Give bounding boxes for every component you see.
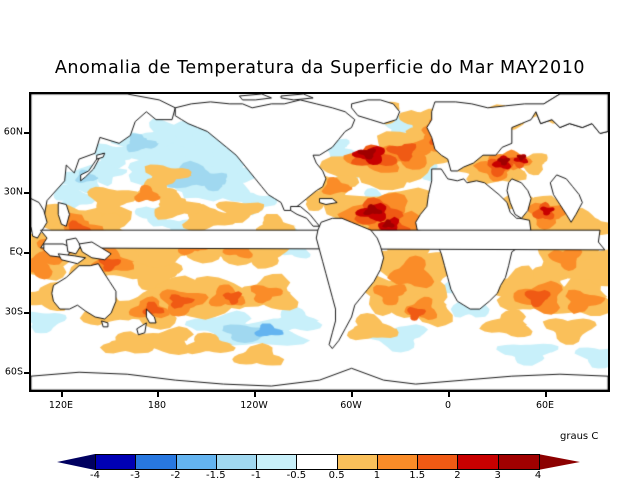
colorbar-cell-9	[418, 455, 459, 469]
y-axis-label-30n: 30N	[3, 186, 23, 198]
colorbar-tick-label-1: -3	[130, 470, 141, 481]
x-axis-label-60e: 60E	[535, 400, 555, 411]
colorbar-cell-1	[96, 455, 137, 469]
colorbar-cell-3	[176, 455, 217, 469]
x-axis-label-60w: 60W	[340, 400, 362, 411]
colorbar-tick-label-11: 4	[534, 470, 542, 481]
colorbar-tick-label-9: 2	[454, 470, 461, 481]
x-tick-mark-0	[448, 392, 450, 397]
x-axis-label-120e: 120E	[48, 400, 74, 411]
x-axis-label-0: 0	[444, 400, 452, 411]
colorbar-extend-high-arrow	[538, 454, 580, 470]
colorbar-tick-label-4: -1	[251, 470, 262, 481]
colorbar-tick-label-7: 1	[373, 470, 381, 481]
colorbar-tick-label-0: -4	[90, 470, 100, 481]
colorbar-tick-label-8: 1.5	[409, 470, 426, 481]
y-tick-mark-30s	[24, 312, 29, 314]
colorbar-cell-5	[257, 455, 298, 469]
colorbar-cell-8	[377, 455, 419, 469]
colorbar-cell-2	[136, 455, 177, 469]
x-axis-label-120w: 120W	[240, 400, 268, 411]
colorbar-tick-label-5: -0.5	[286, 470, 307, 481]
colorbar-tick-label-2: -2	[170, 470, 181, 481]
y-tick-mark-60s	[24, 372, 29, 374]
colorbar-cell-7	[337, 455, 378, 469]
colorbar-cell-4	[216, 455, 258, 469]
colorbar-cell-6	[297, 455, 338, 469]
colorbar-extend-low-arrow	[57, 454, 95, 470]
colorbar-cell-10	[458, 455, 499, 469]
y-axis-label-30s: 30S	[4, 306, 23, 318]
y-axis-label-eq: EQ	[9, 246, 23, 258]
colorbar-tick-label-6: 0.5	[328, 470, 345, 481]
colorbar-tick-label-3: -1.5	[206, 470, 226, 481]
colorbar-tick-label-10: 3	[494, 470, 501, 481]
x-axis-label-180: 180	[147, 400, 167, 411]
colorbar-cells	[95, 454, 540, 470]
y-axis-label-60s: 60S	[4, 366, 23, 378]
x-tick-mark-120e	[61, 392, 63, 397]
y-tick-mark-60n	[24, 132, 29, 134]
y-tick-mark-eq	[24, 252, 29, 254]
x-tick-mark-120w	[254, 392, 256, 397]
y-tick-mark-30n	[24, 192, 29, 194]
map-plot-area	[29, 92, 610, 392]
sst-anomaly-heatmap	[31, 94, 608, 390]
y-axis-label-60n: 60N	[3, 126, 23, 138]
x-tick-mark-180	[157, 392, 159, 397]
x-tick-mark-60w	[351, 392, 353, 397]
colorbar-cell-11	[498, 455, 539, 469]
colorbar-unit-label: graus C	[560, 431, 599, 442]
x-tick-mark-60e	[545, 392, 547, 397]
page-title: Anomalia de Temperatura da Superficie do…	[54, 58, 586, 78]
